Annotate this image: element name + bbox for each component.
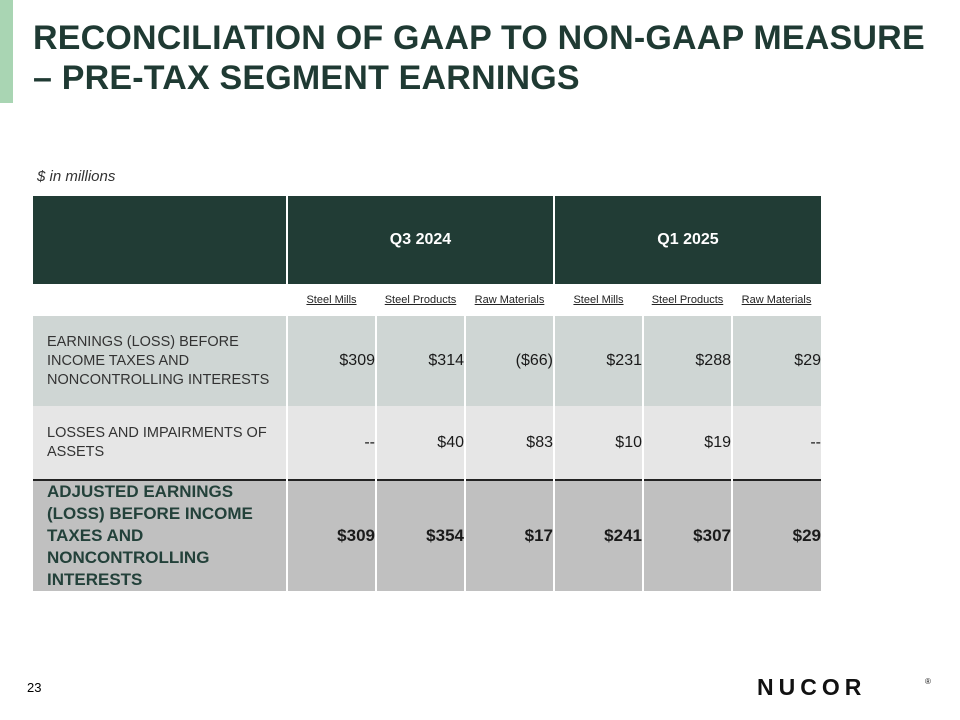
table-cell: ($66) xyxy=(465,316,555,406)
table-cell: $309 xyxy=(287,316,377,406)
table-cell: $17 xyxy=(465,479,555,591)
nucor-logo: NUCOR ® xyxy=(757,676,931,700)
table-cell: $314 xyxy=(376,316,466,406)
logo-wordmark: NUCOR xyxy=(757,676,866,700)
segment-header-row: Steel Mills Steel Products Raw Materials… xyxy=(33,284,821,316)
table-cell: $231 xyxy=(554,316,644,406)
segment-header: Steel Mills xyxy=(554,284,643,316)
table-cell: $354 xyxy=(376,479,466,591)
table-cell: $309 xyxy=(287,479,377,591)
table-row-losses-impairments: LOSSES AND IMPAIRMENTS OF ASSETS -- $40 … xyxy=(33,406,821,480)
segment-header-blank xyxy=(33,284,287,316)
segment-header: Steel Mills xyxy=(287,284,376,316)
row-label: ADJUSTED EARNINGS (LOSS) BEFORE INCOME T… xyxy=(33,479,288,591)
period-header-row: Q3 2024 Q1 2025 xyxy=(33,196,821,284)
header-blank-cell xyxy=(33,196,288,284)
segment-header: Steel Products xyxy=(376,284,465,316)
table-cell: $29 xyxy=(732,316,821,406)
registered-mark: ® xyxy=(925,677,931,686)
table-cell: $29 xyxy=(732,479,821,591)
page-number: 23 xyxy=(27,680,42,695)
table-row-earnings-before-taxes: EARNINGS (LOSS) BEFORE INCOME TAXES AND … xyxy=(33,316,821,406)
table-cell: $19 xyxy=(643,406,733,480)
table-cell: $288 xyxy=(643,316,733,406)
segment-header: Steel Products xyxy=(643,284,732,316)
table-cell: -- xyxy=(287,406,377,480)
accent-bar xyxy=(0,0,13,103)
table-cell: $241 xyxy=(554,479,644,591)
row-label: EARNINGS (LOSS) BEFORE INCOME TAXES AND … xyxy=(33,316,288,406)
table-cell: $10 xyxy=(554,406,644,480)
period-header-q3-2024: Q3 2024 xyxy=(287,196,555,284)
units-note: $ in millions xyxy=(37,168,116,185)
segment-header: Raw Materials xyxy=(732,284,821,316)
reconciliation-table: Q3 2024 Q1 2025 Steel Mills Steel Produc… xyxy=(33,196,821,591)
table-row-adjusted-earnings: ADJUSTED EARNINGS (LOSS) BEFORE INCOME T… xyxy=(33,479,821,591)
row-label: LOSSES AND IMPAIRMENTS OF ASSETS xyxy=(33,406,288,480)
table-cell: $83 xyxy=(465,406,555,480)
page-title: RECONCILIATION OF GAAP TO NON-GAAP MEASU… xyxy=(33,19,925,97)
table-cell: $307 xyxy=(643,479,733,591)
segment-header: Raw Materials xyxy=(465,284,554,316)
period-header-q1-2025: Q1 2025 xyxy=(554,196,821,284)
table-cell: -- xyxy=(732,406,821,480)
table-cell: $40 xyxy=(376,406,466,480)
